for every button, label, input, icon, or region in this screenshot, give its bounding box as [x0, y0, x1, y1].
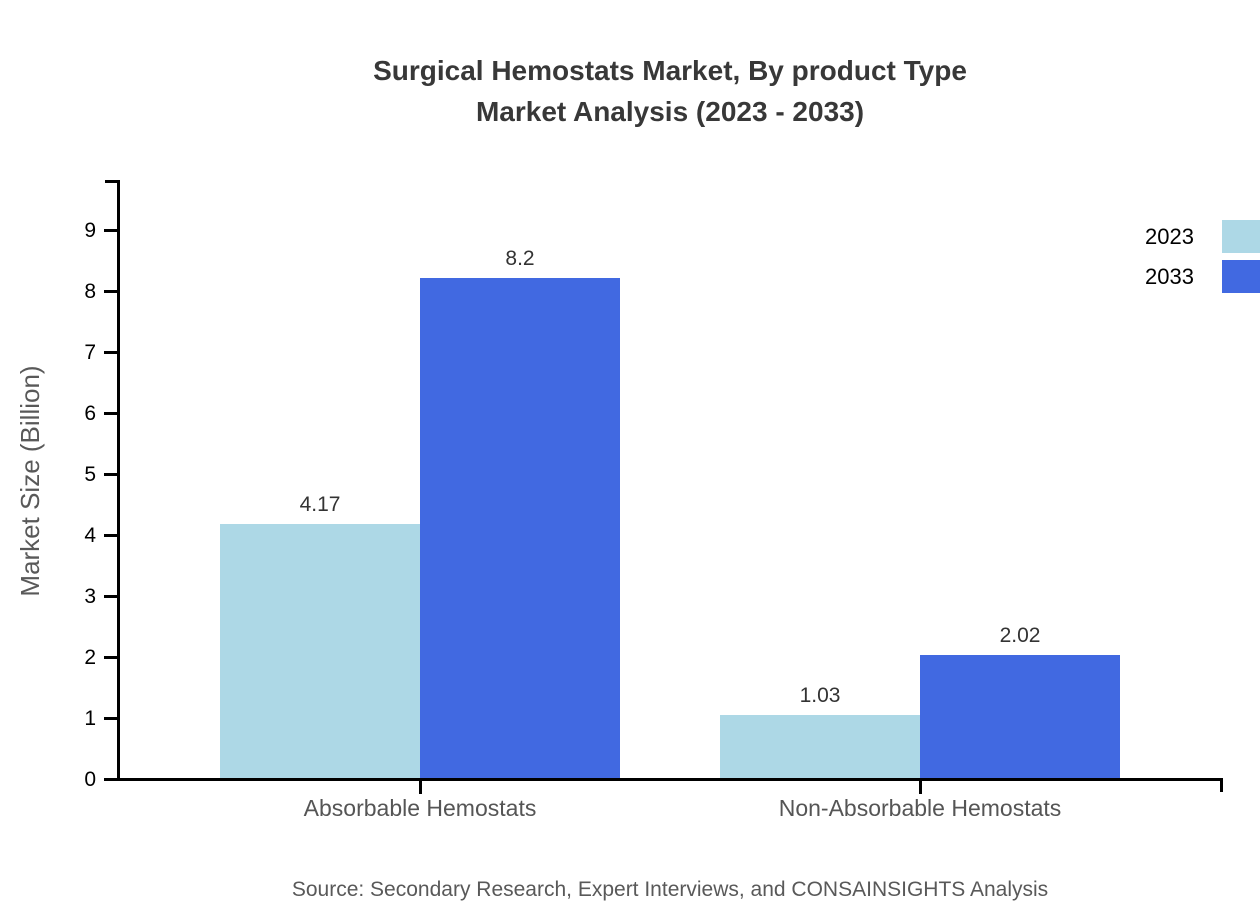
y-axis-end-cap	[105, 180, 117, 183]
chart-title-line2: Market Analysis (2023 - 2033)	[475, 96, 865, 127]
category-label: Non-Absorbable Hemostats	[778, 795, 1062, 821]
legend-swatch-2023	[1222, 220, 1260, 253]
y-tick	[104, 534, 117, 537]
y-tick-label: 4	[84, 523, 96, 547]
bar-2023-absorbable-hemostats	[220, 523, 420, 778]
y-tick	[104, 412, 117, 415]
y-tick	[104, 290, 117, 293]
bar-value-label: 2.02	[999, 623, 1041, 647]
y-tick	[104, 656, 117, 659]
y-tick	[104, 717, 117, 720]
y-tick-label: 2	[84, 645, 96, 669]
bar-value-label: 4.17	[299, 492, 341, 516]
y-tick	[104, 595, 117, 598]
x-tick	[918, 781, 922, 794]
y-tick	[104, 778, 117, 781]
y-tick	[104, 473, 117, 476]
y-axis-line	[117, 180, 120, 781]
y-tick-label: 0	[84, 767, 96, 791]
y-tick-label: 8	[84, 279, 96, 303]
x-tick	[418, 781, 422, 794]
chart-title: Surgical Hemostats Market, By product Ty…	[118, 50, 1222, 132]
bar-2033-non-absorbable-hemostats	[920, 654, 1120, 778]
legend-swatch-2033	[1222, 260, 1260, 293]
y-tick	[104, 351, 117, 354]
bar-2023-non-absorbable-hemostats	[720, 715, 920, 778]
x-axis-end-cap	[1220, 778, 1223, 792]
chart-title-line1: Surgical Hemostats Market, By product Ty…	[373, 55, 967, 86]
y-tick-label: 3	[84, 584, 96, 608]
y-tick-label: 1	[84, 706, 96, 730]
source-note: Source: Secondary Research, Expert Inter…	[291, 878, 1049, 901]
category-label: Absorbable Hemostats	[303, 795, 537, 821]
legend-label-2023: 2023	[1145, 224, 1194, 249]
y-tick-label: 7	[84, 340, 96, 364]
y-tick-label: 6	[84, 401, 96, 425]
y-tick	[104, 229, 117, 232]
bar-value-label: 1.03	[799, 684, 841, 708]
y-tick-label: 5	[84, 462, 96, 486]
bar-2033-absorbable-hemostats	[420, 277, 620, 778]
legend-label-2033: 2033	[1145, 264, 1194, 289]
x-axis-line	[117, 778, 1223, 781]
bar-value-label: 8.2	[505, 246, 535, 270]
y-tick-label: 9	[84, 218, 96, 242]
